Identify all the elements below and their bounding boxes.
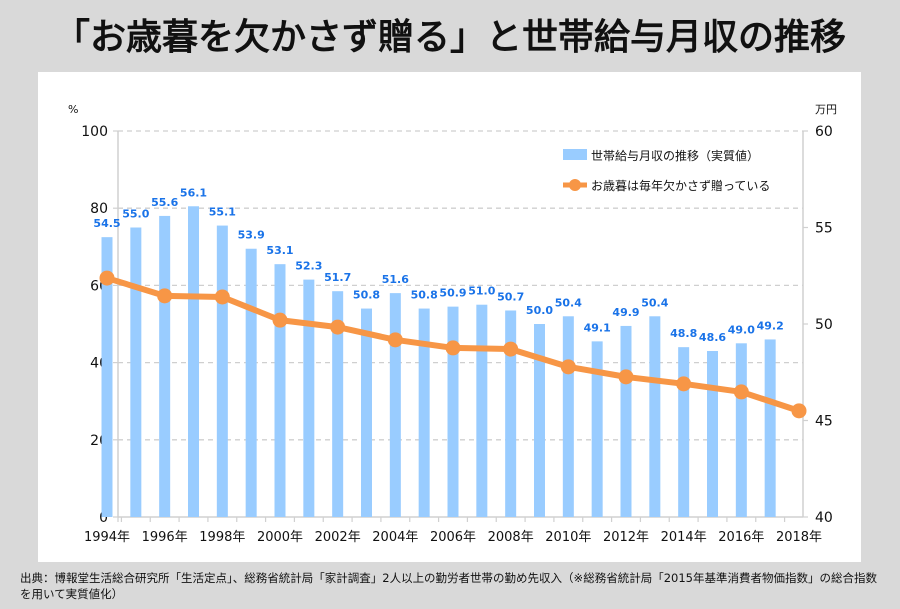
chart-panel: 0 20 40 60 80 100% 40 45 50 55 60 万円 1994年 1996年 1998年… [38,72,861,562]
legend-label-bar: 世帯給与月収の推移（実質値） [591,148,759,163]
x-tick-label: 2018年 [776,530,822,545]
bar [216,225,228,517]
bar-data-label: 48.8 [670,327,697,340]
bar-data-label: 48.6 [699,331,726,344]
bar-data-label: 55.6 [151,196,178,209]
bar [591,341,603,517]
bar [678,347,690,517]
line-point [503,341,519,357]
bar [303,279,315,517]
x-tick-label: 2010年 [545,530,591,545]
bar-data-label: 50.4 [641,296,668,309]
bar [476,304,488,517]
x-tick-label: 2004年 [372,530,418,545]
bar [735,343,747,517]
line-point [330,319,346,335]
right-axis-tick-label: 55 [815,221,833,237]
bar [505,310,517,517]
bar [245,248,257,518]
bar-data-label: 49.9 [612,306,639,319]
bar-data-label: 51.0 [468,285,495,298]
x-tick-label: 1994年 [84,530,130,545]
bar [130,227,142,517]
bar-data-label: 49.2 [757,319,784,332]
right-axis-unit: 万円 [815,103,837,116]
x-tick-label: 2000年 [257,530,303,545]
line-point [560,359,576,375]
page-title: 「お歳暮を欠かさず贈る」と世帯給与月収の推移 [53,17,846,58]
bar [188,206,199,517]
bar [649,316,661,517]
bar-data-label: 53.9 [238,229,265,242]
bar-data-label: 49.0 [728,323,755,336]
bar-data-label: 50.4 [555,296,582,309]
bar-data-label: 51.7 [324,271,351,284]
line-point [618,369,634,385]
x-tick-label: 2008年 [488,530,534,545]
bar [707,351,718,517]
line-point [99,270,115,286]
line-point [676,376,692,392]
right-axis-tick-label: 40 [815,510,833,526]
x-tick-label: 2014年 [661,530,707,545]
bar-data-label: 51.6 [382,273,409,286]
x-tick-label: 2002年 [315,530,361,545]
x-tick-label: 2012年 [603,530,649,545]
bar [159,215,171,518]
legend-swatch-marker [569,179,581,191]
bar [447,306,459,517]
left-axis-tick-label: 100 [81,124,108,140]
line-point [157,288,173,304]
x-tick-label: 1998年 [199,530,245,545]
right-axis-tick-label: 50 [815,317,833,333]
bar-data-label: 55.1 [209,206,236,219]
bar-data-label: 50.7 [497,290,524,303]
line-point [272,312,288,328]
x-tick-label: 2016年 [718,530,764,545]
line-point [445,340,461,356]
bar [534,324,545,517]
source-note: 出典：博報堂生活総合研究所「生活定点」、総務省統計局「家計調査」2人以上の勤労者… [20,571,877,601]
bar [332,291,344,517]
bar-data-label: 50.8 [411,289,438,302]
x-tick-label: 2006年 [430,530,476,545]
bar-data-label: 49.1 [584,321,611,334]
bar-data-label: 52.3 [295,260,322,273]
bar-data-label: 54.5 [93,217,120,230]
right-axis-tick-label: 60 [815,124,833,140]
bar [764,339,776,517]
left-axis-unit: % [68,103,78,116]
bar [620,325,632,517]
bar [389,293,401,517]
bar [418,308,430,517]
bar-data-label: 50.0 [526,304,553,317]
bar [101,237,113,517]
bar-data-label: 53.1 [266,244,293,257]
right-axis-tick-label: 45 [815,414,833,430]
left-axis-tick-label: 0 [99,510,108,526]
line-point [214,289,230,305]
line-point [387,332,403,348]
bar [361,308,372,517]
bar-data-label: 50.8 [353,289,380,302]
x-tick-label: 1996年 [142,530,188,545]
legend-swatch-bar [563,149,587,160]
bar-data-label: 55.0 [122,208,149,221]
line-point [791,403,807,419]
line-point [733,384,749,400]
legend-label-line: お歳暮は毎年欠かさず贈っている [591,178,770,193]
left-axis-tick-label: 80 [90,201,108,217]
bar-data-label: 50.9 [439,287,466,300]
bar [274,264,286,517]
bar-data-label: 56.1 [180,186,207,199]
bar [562,316,574,517]
